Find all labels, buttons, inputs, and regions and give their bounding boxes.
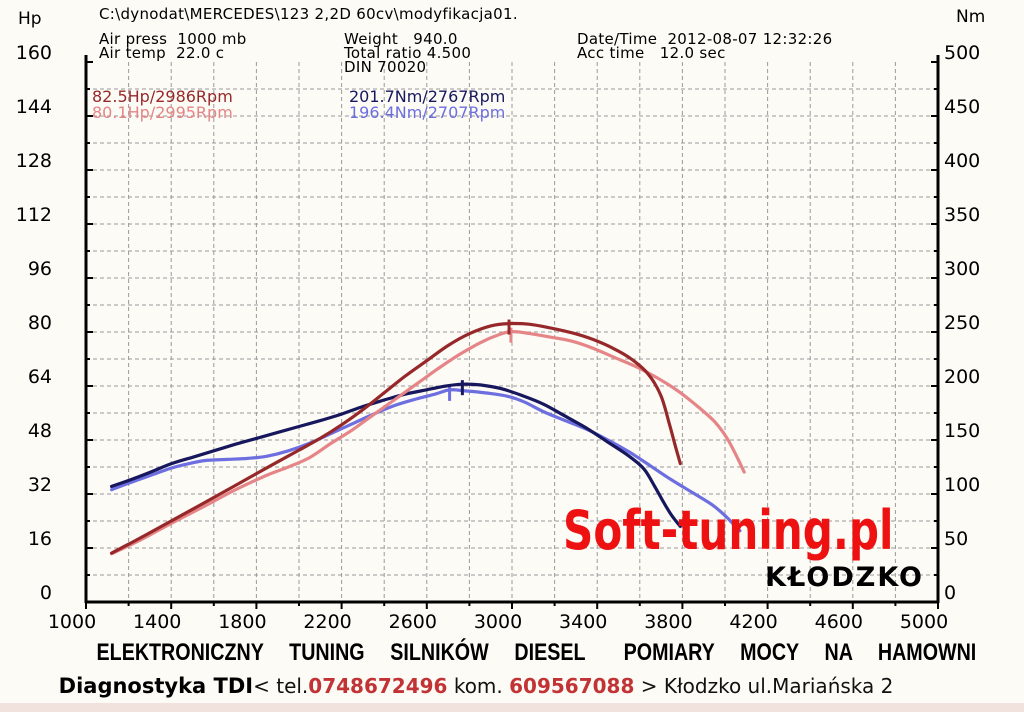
bottom-strip — [0, 703, 1024, 712]
svg-text:112: 112 — [16, 204, 52, 226]
svg-text:300: 300 — [944, 258, 980, 280]
svg-text:1400: 1400 — [133, 611, 181, 633]
svg-text:0: 0 — [40, 582, 52, 604]
legend-item-0: 82.5Hp/2986Rpm — [92, 87, 233, 106]
svg-text:128: 128 — [16, 150, 52, 172]
svg-text:400: 400 — [944, 150, 980, 172]
footer-kom-number: 609567088 — [509, 674, 635, 698]
footer-tel-number: 0748672496 — [308, 674, 448, 698]
svg-text:500: 500 — [944, 42, 980, 64]
footer-banner-text: ELEKTRONICZNY TUNING SILNIKÓW DIESEL POM… — [96, 639, 977, 666]
air-temp-field: Air temp 22.0 c — [99, 44, 225, 62]
hp-axis-title: Hp — [18, 9, 42, 29]
svg-text:3800: 3800 — [644, 611, 692, 633]
din-norm-field: DIN 70020 — [344, 58, 427, 76]
watermark-logo: Soft-tuning.pl — [563, 499, 894, 562]
air-press-field: Air press 1000 mb — [99, 30, 247, 48]
date-time-field: Date/Time 2012-08-07 12:32:26 — [577, 30, 833, 48]
nm-axis-title: Nm — [956, 7, 986, 27]
legend-item-1: 80.1Hp/2995Rpm — [92, 103, 233, 122]
svg-text:4200: 4200 — [729, 611, 777, 633]
svg-text:96: 96 — [28, 258, 52, 280]
footer-kom-label: kom. — [447, 674, 510, 698]
svg-text:2600: 2600 — [389, 611, 437, 633]
svg-text:2200: 2200 — [303, 611, 351, 633]
svg-text:160: 160 — [16, 42, 52, 64]
svg-text:0: 0 — [944, 582, 956, 604]
total-ratio-field: Total ratio 4.500 — [344, 44, 472, 62]
svg-text:350: 350 — [944, 204, 980, 226]
legend-item-2: 201.7Nm/2767Rpm — [349, 87, 506, 106]
svg-text:50: 50 — [944, 528, 968, 550]
svg-text:450: 450 — [944, 96, 980, 118]
weight-field: Weight 940.0 — [344, 30, 458, 48]
svg-text:100: 100 — [944, 474, 980, 496]
svg-text:48: 48 — [28, 420, 52, 442]
svg-text:16: 16 — [28, 528, 52, 550]
footer-contact: Diagnostyka TDI< tel.0748672496 kom. 609… — [0, 674, 952, 698]
file-path: C:\dynodat\MERCEDES\123 2,2D 60cv\modyfi… — [99, 5, 518, 23]
svg-text:32: 32 — [28, 474, 52, 496]
svg-text:1800: 1800 — [218, 611, 266, 633]
footer-banner: ELEKTRONICZNY TUNING SILNIKÓW DIESEL POM… — [0, 639, 977, 667]
svg-text:150: 150 — [944, 420, 980, 442]
svg-text:5000: 5000 — [900, 611, 948, 633]
svg-text:1000: 1000 — [48, 611, 96, 633]
svg-text:4600: 4600 — [815, 611, 863, 633]
svg-text:3000: 3000 — [474, 611, 522, 633]
svg-text:3400: 3400 — [559, 611, 607, 633]
acc-time-field: Acc time 12.0 sec — [577, 44, 726, 62]
footer-tel-label: < tel. — [253, 674, 309, 698]
svg-text:64: 64 — [28, 366, 52, 388]
watermark-city: KŁODZKO — [765, 562, 924, 593]
legend-item-3: 196.4Nm/2707Rpm — [349, 103, 506, 122]
svg-text:200: 200 — [944, 366, 980, 388]
svg-text:80: 80 — [28, 312, 52, 334]
svg-text:250: 250 — [944, 312, 980, 334]
footer-address: > Kłodzko ul.Mariańska 2 — [634, 674, 894, 698]
footer-company: Diagnostyka TDI — [58, 674, 254, 698]
svg-text:144: 144 — [16, 96, 52, 118]
